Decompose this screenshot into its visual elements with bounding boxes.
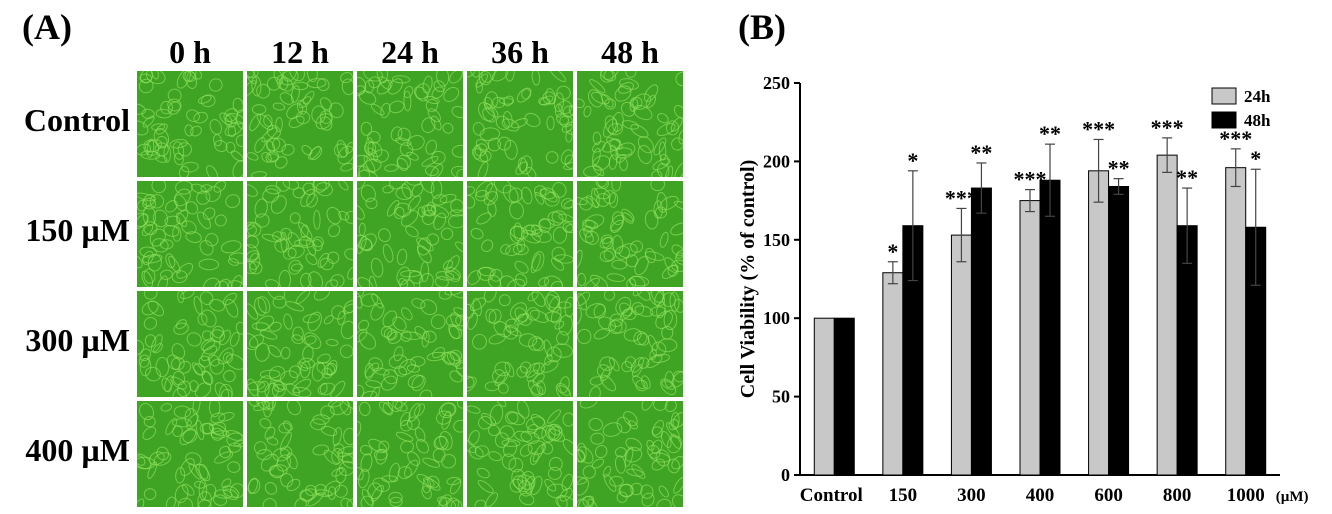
bar-24h [1225,167,1247,476]
panel-a-label: (A) [22,7,72,47]
column-header-48h: 48 h [601,34,659,70]
micrograph-tile [357,71,463,177]
micrograph-tile [137,401,243,507]
micrograph-tile [357,181,463,287]
micrograph-tile [577,181,683,287]
row-header-control: Control [23,102,130,138]
x-tick-label: Control [800,485,863,506]
y-axis-label: Cell Viability (% of control) [737,160,759,399]
significance-mark: * [1250,146,1261,171]
micrograph-tile [467,291,573,397]
bar-48h [1039,179,1061,476]
bar-24h [813,317,835,476]
micrograph-tile [577,291,683,397]
y-tick-label: 50 [772,387,790,407]
y-tick-label: 100 [763,308,790,328]
bar-24h [1019,200,1041,476]
micrograph-tile [577,401,683,507]
y-tick-label: 200 [763,151,790,171]
significance-mark: * [907,148,918,173]
x-tick-label: 150 [889,485,918,506]
column-header-0h: 0 h [169,34,211,70]
y-tick-label: 0 [781,465,790,485]
column-header-36h: 36 h [491,34,549,70]
micrograph-tile [357,291,463,397]
cell-viability-bar-chart: 0 50 100 150 200 250 Cell Viability (% of cont… [737,73,1309,506]
bar-48h [833,317,855,476]
bar-48h [1108,185,1130,476]
legend-swatch-24h [1211,87,1237,105]
micrograph-tile [467,401,573,507]
column-header-12h: 12 h [271,34,329,70]
micrograph-tile [467,71,573,177]
x-tick-label: 300 [957,485,986,506]
row-header-400: 400 µM [25,432,130,468]
x-axis-unit: (µM) [1276,489,1309,505]
significance-mark: *** [1151,115,1184,140]
micrograph-tile [247,401,353,507]
micrograph-tile [137,71,243,177]
significance-mark: ** [970,140,992,165]
micrograph-tile [357,401,463,507]
x-tick-label: 600 [1094,485,1123,506]
x-tick-label: 400 [1026,485,1055,506]
significance-mark: *** [1219,126,1252,151]
column-header-24h: 24 h [381,34,439,70]
significance-mark: * [887,239,898,264]
bar-24h [950,234,972,476]
significance-mark: ** [1108,156,1130,181]
micrograph-tile [577,71,683,177]
micrograph-tile [247,71,353,177]
bar-48h [970,187,992,476]
x-tick-label: 1000 [1227,485,1265,506]
bar-24h [882,272,904,476]
micrograph-tile [467,181,573,287]
micrograph-tile [137,181,243,287]
micrograph-tile [247,181,353,287]
micrograph-tile [137,291,243,397]
significance-mark: *** [1082,116,1115,141]
y-tick-label: 250 [763,73,790,93]
legend-label-48h: 48h [1244,111,1271,130]
significance-mark: ** [1039,121,1061,146]
legend-label-24h: 24h [1244,87,1271,106]
panel-b-label: (B) [738,7,786,47]
row-header-150: 150 µM [25,212,130,248]
bar-24h [1088,170,1110,476]
y-tick-label: 150 [763,230,790,250]
row-header-300: 300 µM [25,322,130,358]
significance-mark: ** [1176,165,1198,190]
micrograph-tile [247,291,353,397]
legend-swatch-48h [1211,111,1237,129]
x-tick-label: 800 [1163,485,1192,506]
bar-24h [1156,154,1178,476]
